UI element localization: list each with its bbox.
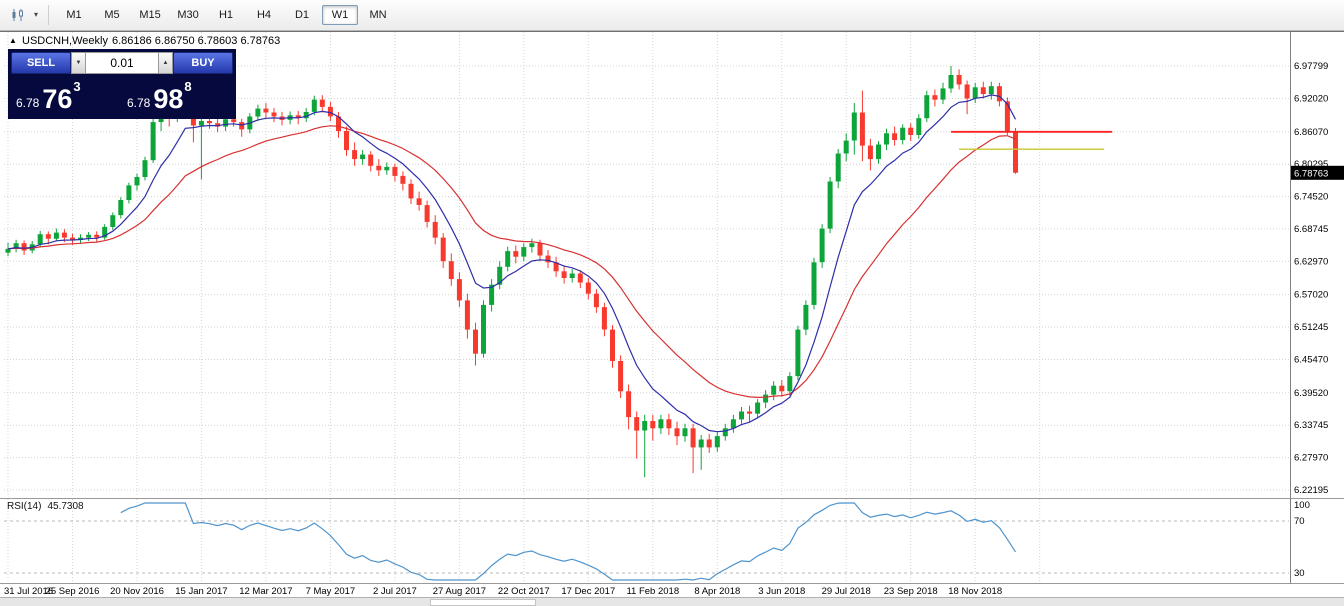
svg-text:6.33745: 6.33745 [1294,420,1328,431]
tab-timeframe-m5[interactable]: M5 [104,9,120,21]
status-field [430,599,536,606]
indicator-label: RSI(14) 45.7308 [7,501,84,512]
svg-text:18 Nov 2018: 18 Nov 2018 [948,586,1002,597]
ma-slow-line [7,125,1016,399]
svg-text:22 Oct 2017: 22 Oct 2017 [498,586,550,597]
current-price-tag: 6.78763 [1291,165,1344,180]
svg-text:27 Aug 2017: 27 Aug 2017 [433,586,486,597]
chevron-up-icon: ▲ [162,60,169,66]
timeframe-group: M1 M5 M15 M30 H1 H4 D1 W1 MN [55,5,397,25]
svg-text:70: 70 [1294,516,1305,527]
svg-text:6.51245: 6.51245 [1294,322,1328,333]
trade-prices-row: 6.78 76 3 6.78 98 8 [11,76,233,116]
tab-timeframe-h4[interactable]: H4 [256,9,272,21]
svg-text:6.62970: 6.62970 [1294,256,1328,267]
svg-text:31 Jul 2016: 31 Jul 2016 [4,586,53,597]
chevron-down-icon: ▾ [34,10,39,19]
one-click-trading-panel: SELL ▼ ▲ BUY 6.78 76 3 6.78 98 8 [8,49,236,119]
svg-text:6.45470: 6.45470 [1294,355,1328,366]
ma-fast-line [7,94,1017,433]
tab-timeframe-w1[interactable]: W1 [322,5,359,25]
tab-timeframe-mn[interactable]: MN [369,9,387,21]
sell-button[interactable]: SELL [11,52,71,74]
tab-timeframe-d1[interactable]: D1 [294,9,310,21]
chart-title: USDCNH,Weekly 6.86186 6.86750 6.78603 6.7… [22,35,284,47]
tab-timeframe-m15[interactable]: M15 [139,9,161,21]
svg-text:12 Mar 2017: 12 Mar 2017 [239,586,292,597]
chart-type-button[interactable] [6,3,30,27]
lot-decrease-button[interactable]: ▼ [71,52,86,74]
sell-price-pip: 3 [73,79,81,94]
svg-text:23 Sep 2018: 23 Sep 2018 [884,586,938,597]
indicator-name: RSI(14) [7,501,42,512]
svg-text:6.92020: 6.92020 [1294,93,1328,104]
svg-text:2 Jul 2017: 2 Jul 2017 [373,586,417,597]
chevron-down-icon: ▼ [75,60,82,66]
svg-text:11 Feb 2018: 11 Feb 2018 [626,586,679,597]
status-bar [0,597,1344,606]
buy-price: 6.78 98 8 [122,76,233,116]
symbol-timeframe-label: USDCNH,Weekly [22,35,108,47]
toolbar-separator [48,5,50,25]
svg-text:6.97799: 6.97799 [1294,61,1328,72]
tab-timeframe-m1[interactable]: M1 [66,9,82,21]
chart-window-icon: ▲ [9,36,17,45]
svg-text:6.78763: 6.78763 [1294,168,1328,179]
buy-price-main: 98 [153,84,184,114]
svg-text:6.74520: 6.74520 [1294,192,1328,203]
svg-text:8 Apr 2018: 8 Apr 2018 [694,586,740,597]
time-gridlines [7,32,1041,582]
svg-text:6.80295: 6.80295 [1294,159,1328,170]
svg-text:100: 100 [1294,500,1310,511]
buy-price-pip: 8 [184,79,192,94]
svg-text:6.27970: 6.27970 [1294,453,1328,464]
horizontal-line-annotations[interactable] [951,130,1113,150]
buy-button[interactable]: BUY [173,52,233,74]
svg-text:6.39520: 6.39520 [1294,388,1328,399]
sell-price-prefix: 6.78 [16,96,40,110]
chart-type-dropdown-button[interactable]: ▾ [30,3,42,27]
svg-text:7 May 2017: 7 May 2017 [306,586,356,597]
ohlc-values: 6.86186 6.86750 6.78603 6.78763 [111,35,281,47]
svg-text:20 Nov 2016: 20 Nov 2016 [110,586,164,597]
svg-text:17 Dec 2017: 17 Dec 2017 [561,586,615,597]
svg-text:15 Jan 2017: 15 Jan 2017 [175,586,227,597]
rsi-pane: 100 70 30 [4,500,1310,581]
svg-text:30: 30 [1294,568,1305,579]
tab-timeframe-h1[interactable]: H1 [218,9,234,21]
lot-increase-button[interactable]: ▲ [158,52,173,74]
svg-text:3 Jun 2018: 3 Jun 2018 [758,586,805,597]
price-gridlines [4,65,1289,491]
indicator-value: 45.7308 [47,501,84,512]
top-toolbar: ▾ M1 M5 M15 M30 H1 H4 D1 W1 MN [0,0,1344,31]
svg-text:6.68745: 6.68745 [1294,224,1328,235]
svg-text:25 Sep 2016: 25 Sep 2016 [46,586,100,597]
lot-size-input[interactable] [86,52,158,74]
sell-price: 6.78 76 3 [11,76,122,116]
trade-controls-row: SELL ▼ ▲ BUY [11,52,233,74]
svg-text:6.57020: 6.57020 [1294,290,1328,301]
svg-text:29 Jul 2018: 29 Jul 2018 [822,586,871,597]
tab-timeframe-m30[interactable]: M30 [177,9,199,21]
sell-price-main: 76 [42,84,73,114]
svg-text:6.22195: 6.22195 [1294,485,1328,496]
svg-text:6.86070: 6.86070 [1294,127,1328,138]
buy-price-prefix: 6.78 [127,96,151,110]
price-axis: 6.97799 6.92020 6.86070 6.80295 6.74520 6.687… [0,31,1344,584]
candlestick-chart-icon [12,9,23,21]
